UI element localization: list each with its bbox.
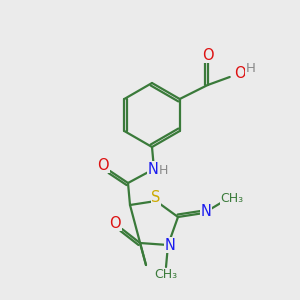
Text: O: O [97,158,109,172]
Text: O: O [234,67,245,82]
Text: O: O [202,47,214,62]
Text: H: H [246,61,256,74]
Text: CH₃: CH₃ [220,191,244,205]
Text: N: N [148,161,158,176]
Text: N: N [165,238,176,253]
Text: CH₃: CH₃ [154,268,178,281]
Text: O: O [109,215,121,230]
Text: N: N [201,205,212,220]
Text: S: S [151,190,161,206]
Text: H: H [158,164,168,176]
